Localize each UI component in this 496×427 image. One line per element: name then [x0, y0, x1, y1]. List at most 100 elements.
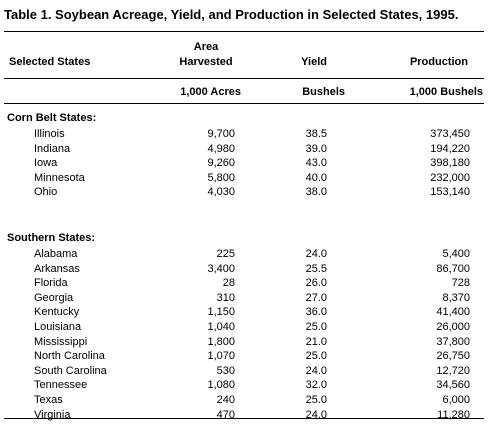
state-cell: Florida	[34, 277, 68, 290]
yield-cell: 25.0	[305, 321, 327, 333]
yield-cell: 32.0	[305, 379, 327, 392]
production-cell: 373,450	[430, 128, 470, 140]
header-area-line1: Area	[193, 41, 219, 53]
area-cell: 1,080	[207, 379, 235, 392]
table-row: Alabama 225 24.0 5,400	[0, 248, 496, 262]
production-cell: 11,280	[437, 408, 470, 421]
area-cell: 1,800	[207, 335, 235, 348]
state-cell: Texas	[34, 394, 63, 406]
table-row: Indiana 4,980 39.0 194,220	[0, 143, 496, 157]
state-cell: Iowa	[34, 157, 58, 170]
yield-cell: 38.0	[305, 186, 327, 199]
state-cell: Georgia	[34, 291, 74, 304]
unit-yield: Bushels	[302, 86, 345, 98]
area-cell: 9,260	[207, 157, 235, 170]
area-cell: 1,070	[207, 350, 235, 363]
area-cell: 4,980	[207, 142, 235, 155]
state-cell: Mississippi	[34, 335, 88, 348]
units-rule	[4, 103, 484, 104]
state-cell: Kentucky	[34, 306, 80, 319]
yield-cell: 24.0	[305, 248, 327, 260]
production-cell: 153,140	[430, 186, 470, 199]
table-row: Tennessee 1,080 32.0 34,560	[0, 379, 496, 393]
yield-cell: 40.0	[305, 171, 327, 184]
area-cell: 3,400	[207, 262, 235, 275]
state-cell: Ohio	[34, 186, 58, 199]
table-title: Table 1. Soybean Acreage, Yield, and Pro…	[4, 7, 459, 22]
production-cell: 26,000	[436, 321, 470, 333]
bottom-rule	[4, 418, 484, 419]
yield-cell: 25.0	[305, 394, 327, 406]
header-yield: Yield	[301, 56, 327, 68]
yield-cell: 39.0	[305, 142, 327, 155]
table-row: Louisiana 1,040 25.0 26,000	[0, 321, 496, 335]
production-cell: 5,400	[442, 248, 470, 260]
area-cell: 225	[216, 248, 235, 260]
table-row: Virginia 470 24.0 11,280	[0, 409, 496, 423]
table-row: North Carolina 1,070 25.0 26,750	[0, 350, 496, 364]
yield-cell: 25.0	[305, 350, 327, 363]
production-cell: 6,000	[442, 394, 470, 406]
state-cell: Arkansas	[34, 262, 80, 275]
area-cell: 1,040	[207, 321, 235, 333]
state-cell: North Carolina	[34, 350, 105, 363]
state-cell: Louisiana	[34, 321, 82, 333]
header-rule	[4, 78, 484, 79]
area-cell: 1,150	[207, 306, 235, 319]
production-cell: 12,720	[436, 364, 470, 377]
state-cell: Indiana	[34, 142, 71, 155]
table-row: Kentucky 1,150 36.0 41,400	[0, 306, 496, 320]
yield-cell: 25.5	[305, 262, 327, 275]
area-cell: 530	[216, 364, 235, 377]
production-cell: 398,180	[430, 157, 470, 170]
area-cell: 470	[216, 408, 235, 421]
unit-area: 1,000 Acres	[180, 86, 241, 98]
state-cell: Minnesota	[34, 171, 85, 184]
production-cell: 194,220	[430, 142, 470, 155]
table-row: Georgia 310 27.0 8,370	[0, 292, 496, 306]
yield-cell: 24.0	[305, 364, 327, 377]
yield-cell: 24.0	[305, 408, 327, 421]
area-cell: 9,700	[207, 128, 235, 140]
table-row: Mississippi 1,800 21.0 37,800	[0, 336, 496, 350]
title-rule	[4, 31, 484, 32]
production-cell: 728	[451, 277, 470, 290]
unit-production: 1,000 Bushels	[409, 86, 483, 98]
table-row: Florida 28 26.0 728	[0, 277, 496, 291]
table-row: Texas 240 25.0 6,000	[0, 394, 496, 408]
table-row: Ohio 4,030 38.0 153,140	[0, 186, 496, 200]
yield-cell: 21.0	[305, 335, 327, 348]
yield-cell: 36.0	[305, 306, 327, 319]
yield-cell: 43.0	[305, 157, 327, 170]
section-heading: Corn Belt States:	[7, 112, 97, 124]
production-cell: 8,370	[442, 291, 470, 304]
table-row: Arkansas 3,400 25.5 86,700	[0, 263, 496, 277]
area-cell: 28	[222, 277, 235, 290]
production-cell: 26,750	[436, 350, 470, 363]
state-cell: Illinois	[34, 128, 65, 140]
state-cell: Tennessee	[34, 379, 88, 392]
production-cell: 41,400	[436, 306, 470, 319]
table-row: Iowa 9,260 43.0 398,180	[0, 157, 496, 171]
production-cell: 232,000	[430, 171, 470, 184]
production-cell: 86,700	[436, 262, 470, 275]
state-cell: South Carolina	[34, 364, 107, 377]
production-cell: 37,800	[436, 335, 470, 348]
state-cell: Alabama	[34, 248, 78, 260]
yield-cell: 27.0	[305, 291, 327, 304]
section-heading: Southern States:	[7, 232, 96, 244]
header-area-line2: Harvested	[179, 56, 233, 68]
area-cell: 4,030	[207, 186, 235, 199]
state-cell: Virginia	[34, 408, 71, 421]
yield-cell: 38.5	[305, 128, 327, 140]
yield-cell: 26.0	[305, 277, 327, 290]
area-cell: 310	[216, 291, 235, 304]
header-selected-states: Selected States	[9, 56, 91, 68]
production-cell: 34,560	[436, 379, 470, 392]
table-row: Illinois 9,700 38.5 373,450	[0, 128, 496, 142]
area-cell: 5,800	[207, 171, 235, 184]
header-production: Production	[409, 56, 468, 68]
area-cell: 240	[216, 394, 235, 406]
table-row: Minnesota 5,800 40.0 232,000	[0, 172, 496, 186]
table-row: South Carolina 530 24.0 12,720	[0, 365, 496, 379]
